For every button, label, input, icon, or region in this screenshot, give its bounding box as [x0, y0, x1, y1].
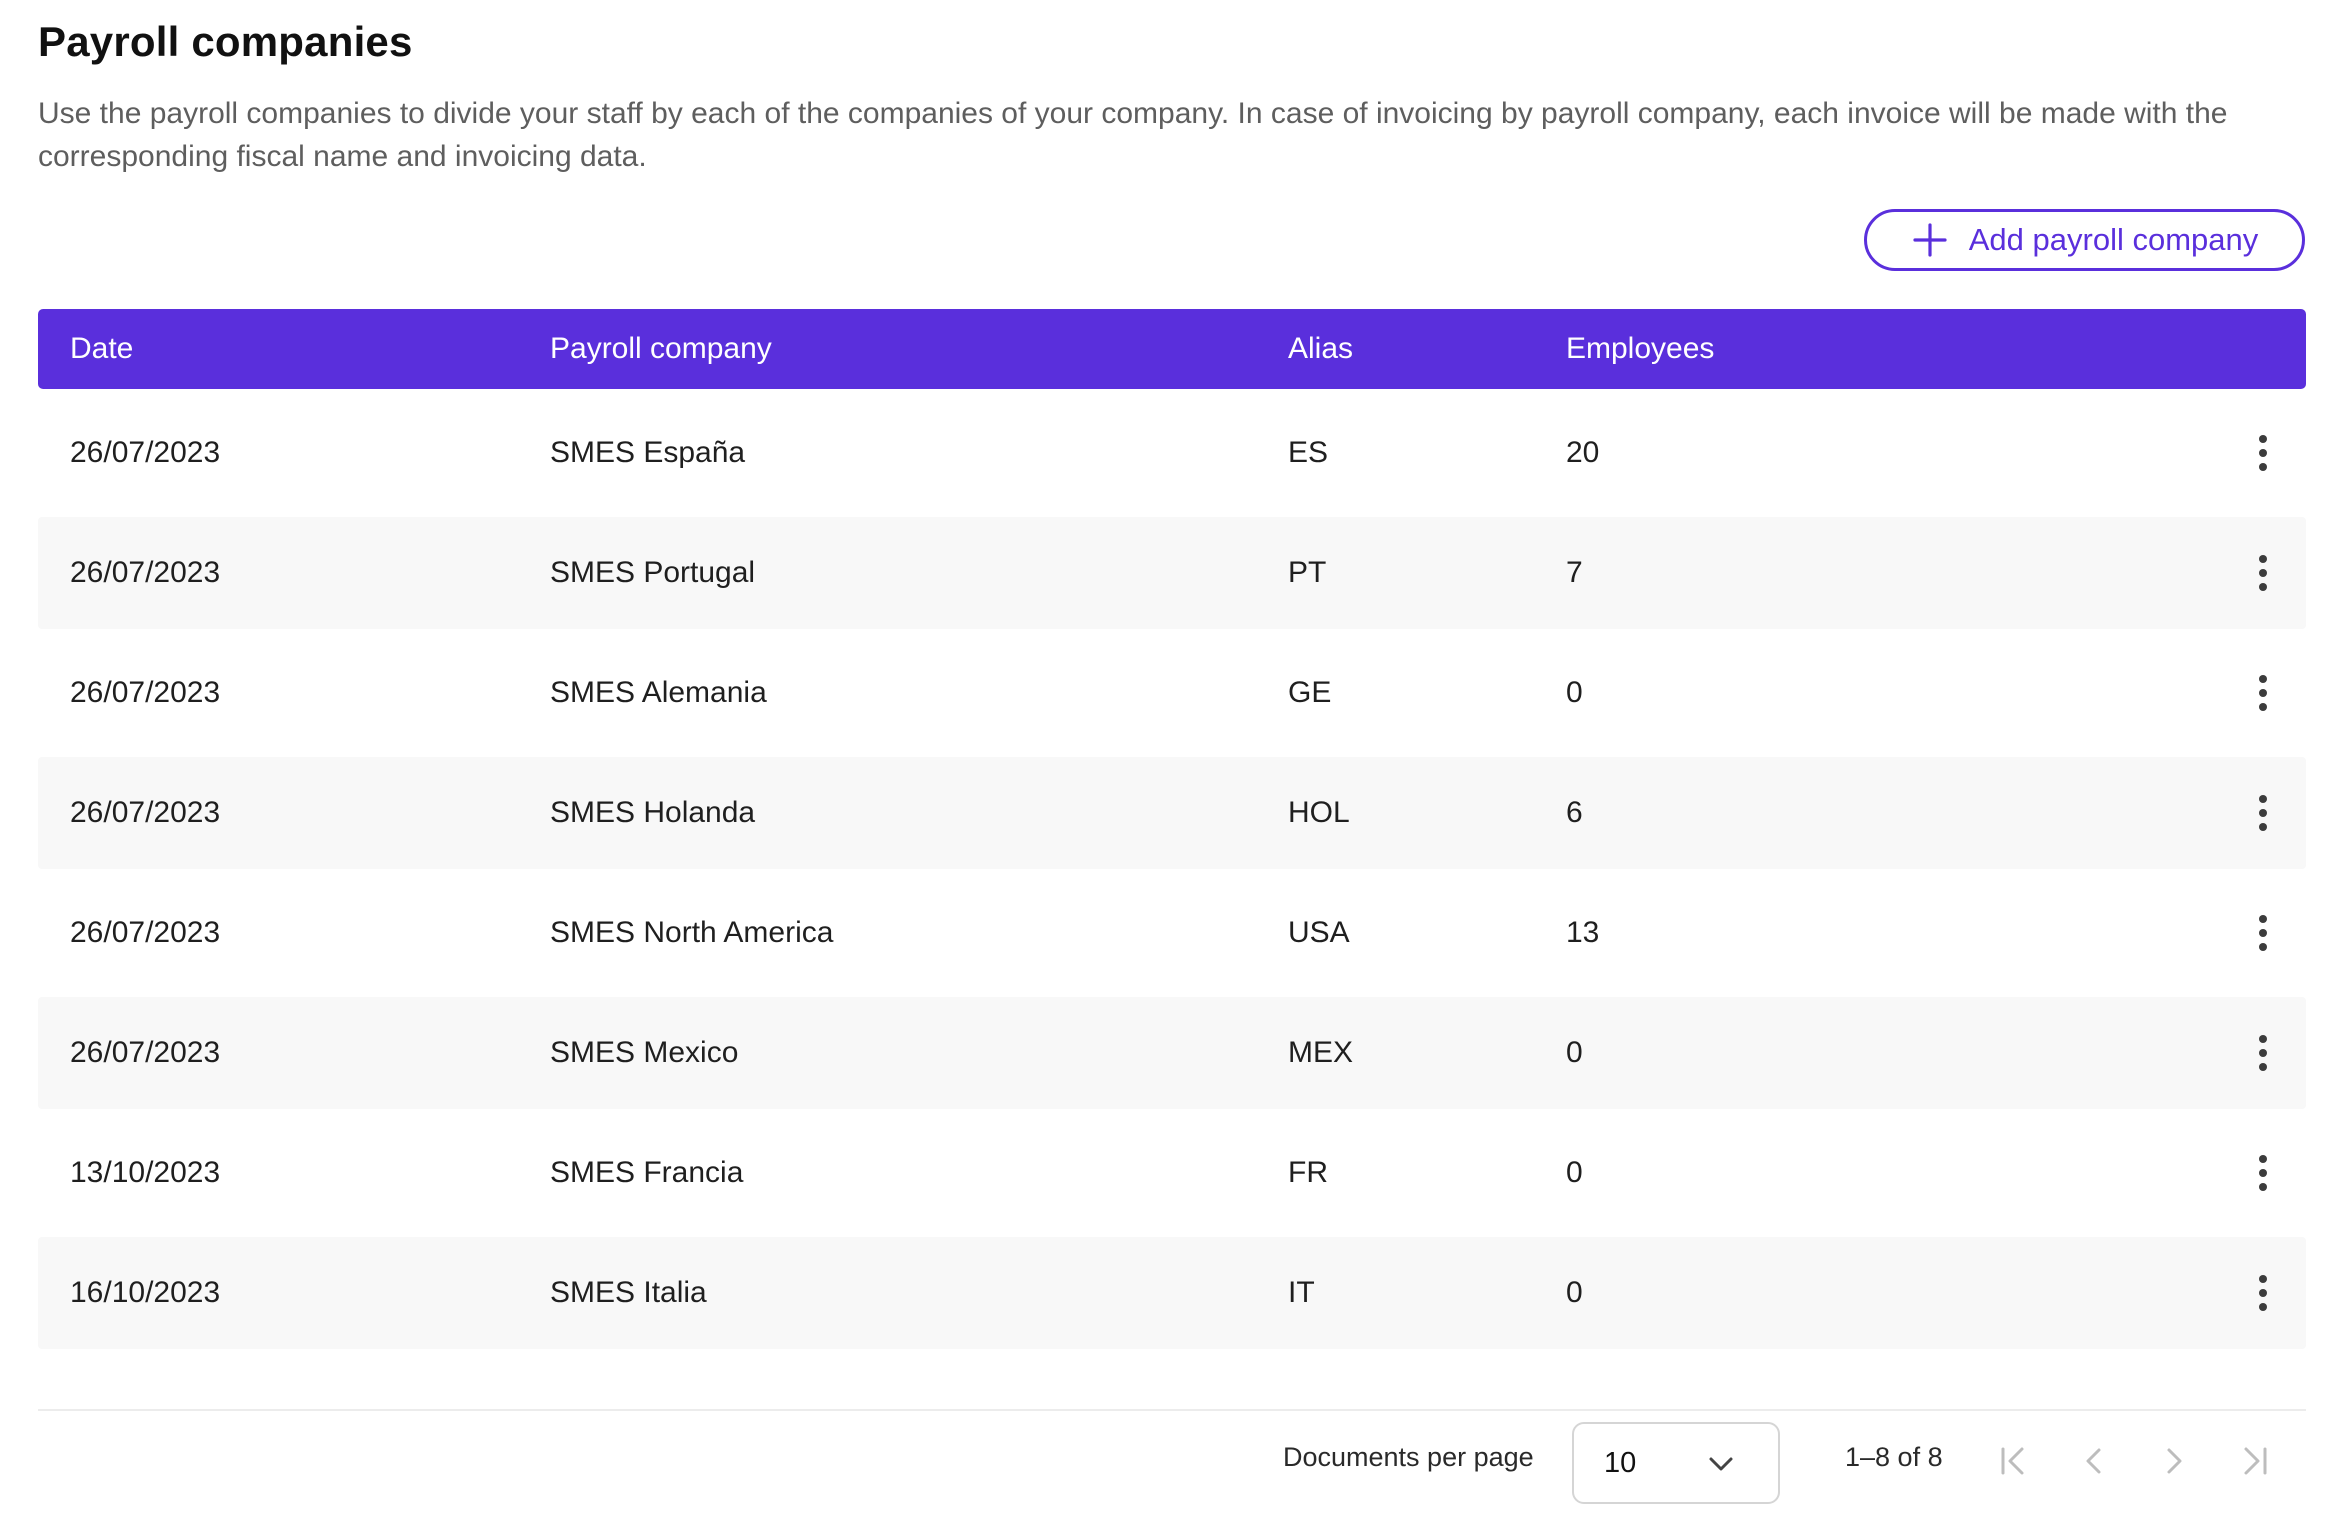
first-page-button[interactable]: [1994, 1441, 2034, 1481]
row-menu-button[interactable]: [2248, 517, 2278, 629]
employees-cell: 0: [1566, 1036, 1583, 1069]
table-body: 26/07/2023 SMES España ES 20 26/07/2023 …: [38, 397, 2306, 1349]
more-vertical-icon: [2259, 1032, 2267, 1074]
row-menu-button[interactable]: [2248, 397, 2278, 509]
table-row[interactable]: 26/07/2023 SMES Alemania GE 0: [38, 637, 2306, 749]
table-row[interactable]: 26/07/2023 SMES Portugal PT 7: [38, 517, 2306, 629]
column-header-alias[interactable]: Alias: [1288, 332, 1354, 365]
previous-page-button[interactable]: [2074, 1441, 2114, 1481]
table-row[interactable]: 26/07/2023 SMES Mexico MEX 0: [38, 997, 2306, 1109]
company-cell: SMES Italia: [550, 1276, 707, 1309]
alias-cell: PT: [1288, 556, 1327, 589]
alias-cell: FR: [1288, 1156, 1328, 1189]
pagination-divider: [38, 1409, 2306, 1411]
employees-cell: 6: [1566, 796, 1583, 829]
more-vertical-icon: [2259, 432, 2267, 474]
table-header: Date Payroll company Alias Employees: [38, 309, 2306, 389]
row-menu-button[interactable]: [2248, 877, 2278, 989]
pagination-range: 1–8 of 8: [1845, 1442, 1943, 1472]
company-cell: SMES España: [550, 436, 746, 469]
date-cell: 26/07/2023: [70, 1036, 221, 1069]
table-row[interactable]: 16/10/2023 SMES Italia IT 0: [38, 1237, 2306, 1349]
column-header-employees[interactable]: Employees: [1566, 332, 1715, 365]
table-row[interactable]: 26/07/2023 SMES España ES 20: [38, 397, 2306, 509]
row-menu-button[interactable]: [2248, 1117, 2278, 1229]
employees-cell: 20: [1566, 436, 1600, 469]
alias-cell: HOL: [1288, 796, 1350, 829]
table-row[interactable]: 26/07/2023 SMES Holanda HOL 6: [38, 757, 2306, 869]
column-header-payroll-company[interactable]: Payroll company: [550, 332, 772, 365]
company-cell: SMES Portugal: [550, 556, 756, 589]
column-header-date[interactable]: Date: [70, 332, 134, 365]
table-row[interactable]: 26/07/2023 SMES North America USA 13: [38, 877, 2306, 989]
more-vertical-icon: [2259, 552, 2267, 594]
add-payroll-company-button[interactable]: Add payroll company: [1864, 209, 2305, 271]
company-cell: SMES Mexico: [550, 1036, 739, 1069]
row-menu-button[interactable]: [2248, 757, 2278, 869]
row-menu-button[interactable]: [2248, 637, 2278, 749]
documents-per-page-value: 10: [1604, 1446, 1637, 1479]
last-page-button[interactable]: [2234, 1441, 2274, 1481]
documents-per-page-select[interactable]: 10: [1572, 1422, 1780, 1504]
documents-per-page-label: Documents per page: [1283, 1442, 1534, 1472]
employees-cell: 13: [1566, 916, 1600, 949]
employees-cell: 0: [1566, 1276, 1583, 1309]
more-vertical-icon: [2259, 912, 2267, 954]
date-cell: 26/07/2023: [70, 556, 221, 589]
chevron-right-icon: [2167, 1448, 2182, 1474]
more-vertical-icon: [2259, 1272, 2267, 1314]
add-payroll-company-label: Add payroll company: [1968, 222, 2259, 257]
page-title: Payroll companies: [38, 18, 413, 65]
alias-cell: GE: [1288, 676, 1332, 709]
more-vertical-icon: [2259, 672, 2267, 714]
alias-cell: USA: [1288, 916, 1350, 949]
payroll-companies-table: Date Payroll company Alias Employees 26/…: [38, 309, 2306, 1349]
page-description: Use the payroll companies to divide your…: [38, 97, 2228, 173]
date-cell: 26/07/2023: [70, 796, 221, 829]
chevron-down-icon: [1709, 1457, 1733, 1471]
row-menu-button[interactable]: [2248, 997, 2278, 1109]
more-vertical-icon: [2259, 1152, 2267, 1194]
company-cell: SMES Francia: [550, 1156, 744, 1189]
date-cell: 26/07/2023: [70, 916, 221, 949]
row-menu-button[interactable]: [2248, 1237, 2278, 1349]
table-row[interactable]: 13/10/2023 SMES Francia FR 0: [38, 1117, 2306, 1229]
date-cell: 26/07/2023: [70, 436, 221, 469]
alias-cell: MEX: [1288, 1036, 1354, 1069]
employees-cell: 0: [1566, 1156, 1583, 1189]
more-vertical-icon: [2259, 792, 2267, 834]
employees-cell: 7: [1566, 556, 1583, 589]
date-cell: 26/07/2023: [70, 676, 221, 709]
alias-cell: IT: [1288, 1276, 1315, 1309]
plus-icon: [1913, 223, 1947, 257]
company-cell: SMES Alemania: [550, 676, 767, 709]
first-page-icon: [2001, 1447, 2024, 1475]
date-cell: 13/10/2023: [70, 1156, 221, 1189]
company-cell: SMES Holanda: [550, 796, 756, 829]
last-page-icon: [2244, 1447, 2267, 1475]
alias-cell: ES: [1288, 436, 1329, 469]
employees-cell: 0: [1566, 676, 1583, 709]
company-cell: SMES North America: [550, 916, 834, 949]
date-cell: 16/10/2023: [70, 1276, 221, 1309]
next-page-button[interactable]: [2154, 1441, 2194, 1481]
chevron-left-icon: [2086, 1448, 2101, 1474]
